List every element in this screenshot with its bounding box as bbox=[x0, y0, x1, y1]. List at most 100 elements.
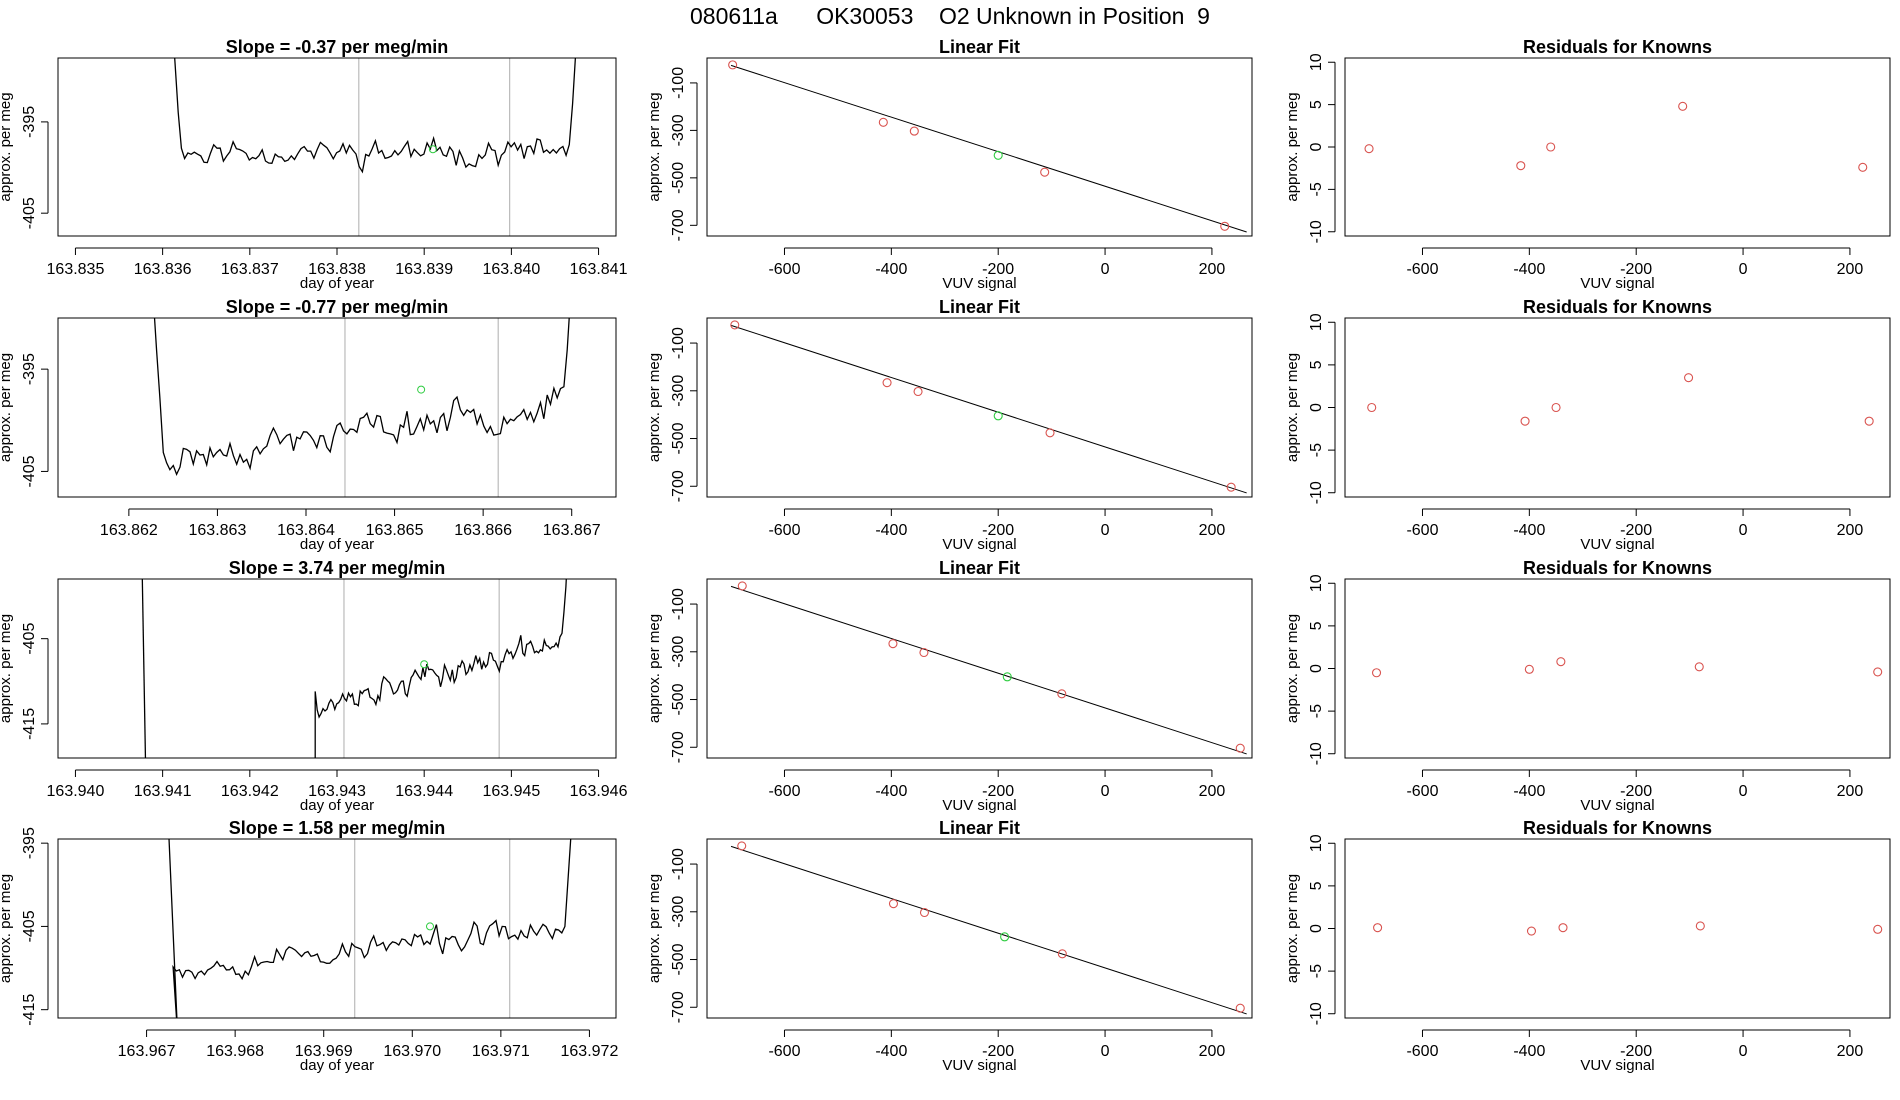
x-tick-label: -200 bbox=[1620, 783, 1652, 800]
x-tick-label: 0 bbox=[1739, 522, 1748, 539]
x-tick-label: 163.835 bbox=[47, 261, 105, 278]
x-tick-label: 163.840 bbox=[482, 261, 540, 278]
y-tick-label: 10 bbox=[1308, 574, 1325, 592]
x-tick-label: 0 bbox=[1101, 783, 1110, 800]
y-tick-label: -700 bbox=[670, 470, 687, 502]
x-tick-label: 163.970 bbox=[383, 1043, 441, 1060]
x-tick-label: 0 bbox=[1739, 261, 1748, 278]
page-title: 080611a OK30053 O2 Unknown in Position 9 bbox=[690, 3, 1210, 29]
known-point bbox=[919, 647, 929, 658]
known-point bbox=[1045, 428, 1055, 438]
x-tick-label: 200 bbox=[1837, 1043, 1864, 1060]
residual-point bbox=[1524, 664, 1534, 674]
x-tick-label: 0 bbox=[1101, 1043, 1110, 1060]
x-tick-label: 163.862 bbox=[100, 522, 158, 539]
y-axis-label: approx. per meg bbox=[646, 92, 663, 201]
chart-title: Residuals for Knowns bbox=[1523, 558, 1712, 578]
x-tick-label: -400 bbox=[1513, 1043, 1545, 1060]
panel-grid: Slope = -0.37 per meg/min 163.835 163.836 1… bbox=[0, 37, 1891, 1074]
x-axis-label: VUV signal bbox=[1580, 1057, 1654, 1074]
x-tick-label: 163.837 bbox=[221, 261, 279, 278]
x-axis-label: VUV signal bbox=[942, 275, 1016, 292]
x-tick-label: 163.838 bbox=[308, 261, 366, 278]
known-point bbox=[888, 639, 898, 649]
x-tick-label: 163.944 bbox=[395, 783, 453, 800]
x-tick-label: 163.941 bbox=[134, 783, 192, 800]
y-tick-label: 5 bbox=[1308, 100, 1325, 109]
x-tick-label: 163.839 bbox=[395, 261, 453, 278]
chart-title: Slope = 1.58 per meg/min bbox=[229, 818, 446, 838]
series-line bbox=[314, 579, 567, 758]
x-tick-label: 200 bbox=[1837, 261, 1864, 278]
known-point bbox=[737, 581, 747, 591]
x-tick-label: -200 bbox=[982, 522, 1014, 539]
x-tick-label: 0 bbox=[1101, 522, 1110, 539]
x-tick-label: 0 bbox=[1739, 1043, 1748, 1060]
y-tick-label: 10 bbox=[1308, 313, 1325, 331]
plot-area bbox=[1373, 921, 1883, 936]
x-tick-label: -600 bbox=[768, 1043, 800, 1060]
residual-point bbox=[1526, 926, 1537, 936]
x-tick-label: -200 bbox=[1620, 1043, 1652, 1060]
unknown-point bbox=[426, 922, 434, 931]
x-tick-label: -400 bbox=[875, 783, 907, 800]
chart-panel-3-3: Residuals for Knowns -600 -400 -200 0 200 VUV … bbox=[1284, 558, 1891, 814]
y-axis-label: approx. per meg bbox=[0, 92, 14, 201]
chart-panel-2-2: Linear Fit -600 -400 -200 0 200 VUV signal -100… bbox=[646, 297, 1253, 553]
x-tick-label: 200 bbox=[1199, 261, 1226, 278]
y-tick-label: -10 bbox=[1308, 1002, 1325, 1025]
chart-panel-1-3: Residuals for Knowns -600 -400 -200 0 200 VUV … bbox=[1284, 37, 1891, 292]
y-tick-label: -405 bbox=[21, 197, 38, 229]
series-line bbox=[153, 318, 570, 476]
y-tick-label: -700 bbox=[670, 731, 687, 763]
x-tick-label: -400 bbox=[875, 261, 907, 278]
y-tick-label: 10 bbox=[1308, 53, 1325, 71]
y-tick-label: -100 bbox=[670, 848, 687, 880]
x-tick-label: 200 bbox=[1199, 1043, 1226, 1060]
y-axis-label: approx. per meg bbox=[0, 353, 14, 462]
y-tick-label: -5 bbox=[1308, 443, 1325, 457]
y-tick-label: -500 bbox=[670, 162, 687, 194]
residual-point bbox=[1546, 142, 1556, 152]
y-tick-label: 5 bbox=[1308, 360, 1325, 369]
known-point bbox=[1226, 482, 1236, 492]
plot-area bbox=[730, 841, 1247, 1015]
chart-title: Slope = -0.37 per meg/min bbox=[226, 37, 449, 57]
y-tick-label: -405 bbox=[21, 910, 38, 942]
y-tick-label: -10 bbox=[1308, 220, 1325, 243]
x-tick-label: 163.943 bbox=[308, 783, 366, 800]
x-tick-label: -600 bbox=[1406, 1043, 1438, 1060]
plot-frame bbox=[57, 57, 617, 237]
x-tick-label: 200 bbox=[1837, 522, 1864, 539]
y-tick-label: -415 bbox=[21, 994, 38, 1026]
y-axis-label: approx. per meg bbox=[1284, 353, 1301, 462]
residual-point bbox=[1694, 662, 1704, 672]
x-axis-label: VUV signal bbox=[942, 797, 1016, 814]
x-tick-label: 163.945 bbox=[482, 783, 540, 800]
plot-area bbox=[141, 579, 567, 758]
x-tick-label: 163.940 bbox=[47, 783, 105, 800]
residual-point bbox=[1558, 923, 1568, 933]
residual-point bbox=[1684, 373, 1694, 383]
plot-area bbox=[1364, 101, 1868, 172]
plot-frame bbox=[706, 317, 1253, 498]
chart-title: Slope = -0.77 per meg/min bbox=[226, 297, 449, 317]
y-tick-label: -405 bbox=[21, 455, 38, 487]
residual-point bbox=[1873, 924, 1883, 934]
x-axis-label: day of year bbox=[300, 536, 374, 553]
x-tick-label: 163.863 bbox=[189, 522, 247, 539]
x-tick-label: 163.971 bbox=[472, 1043, 530, 1060]
y-axis-label: approx. per meg bbox=[646, 353, 663, 462]
series-line bbox=[174, 58, 577, 174]
y-axis-label: approx. per meg bbox=[646, 614, 663, 723]
x-tick-label: 163.841 bbox=[570, 261, 628, 278]
unknown-point bbox=[993, 150, 1003, 160]
plot-area bbox=[153, 318, 570, 476]
y-tick-label: -395 bbox=[21, 827, 38, 859]
x-tick-label: -600 bbox=[1406, 783, 1438, 800]
y-tick-label: -5 bbox=[1308, 964, 1325, 978]
residual-point bbox=[1695, 921, 1705, 931]
y-tick-label: -5 bbox=[1308, 704, 1325, 718]
x-tick-label: 163.969 bbox=[295, 1043, 353, 1060]
